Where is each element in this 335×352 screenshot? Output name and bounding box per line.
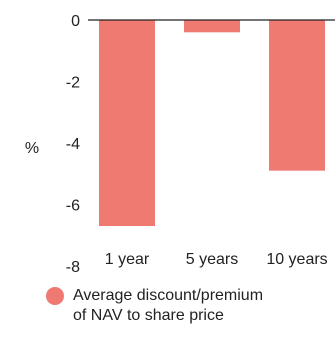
x-tick-labels: 1 year 5 years 10 years bbox=[105, 251, 328, 268]
y-tick-label: -6 bbox=[66, 198, 80, 215]
bar bbox=[269, 20, 325, 171]
y-tick-label: -2 bbox=[66, 75, 80, 92]
x-tick-label: 1 year bbox=[105, 251, 150, 268]
bar-chart: 0 -2 -4 -6 -8 1 year 5 years 10 years % bbox=[25, 13, 335, 276]
y-tick-labels: 0 -2 -4 -6 -8 bbox=[66, 13, 80, 276]
bars bbox=[99, 20, 325, 227]
x-tick-label: 5 years bbox=[186, 251, 238, 268]
y-axis-label: % bbox=[25, 140, 39, 157]
legend: Average discount/premium of NAV to share… bbox=[46, 286, 331, 326]
y-tick-label: -8 bbox=[66, 259, 80, 276]
y-tick-label: 0 bbox=[71, 13, 80, 30]
legend-swatch bbox=[46, 287, 64, 305]
y-tick-label: -4 bbox=[66, 136, 80, 153]
bar bbox=[99, 20, 155, 227]
bar bbox=[184, 20, 240, 33]
x-tick-label: 10 years bbox=[266, 251, 327, 268]
legend-label: Average discount/premium of NAV to share… bbox=[73, 287, 264, 324]
